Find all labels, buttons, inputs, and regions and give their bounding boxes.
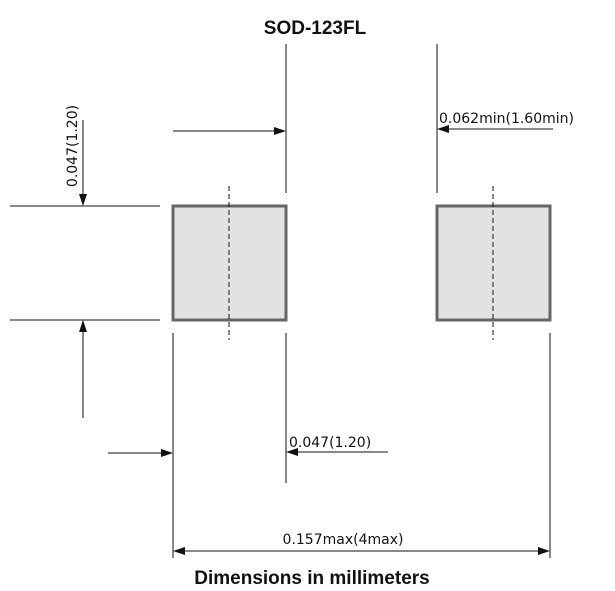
overall-length-right-arrowhead (538, 547, 550, 555)
pad-height-dimension: 0.047(1.20) (65, 105, 87, 418)
pad-width-dimension: 0.047(1.20) (108, 435, 388, 457)
pad-gap-right-arrowhead (437, 125, 449, 133)
pad-gap-dimension: 0.062min(1.60min) (173, 111, 574, 135)
pad-width-left-arrowhead (161, 449, 173, 457)
overall-length-dimension: 0.157max(4max) (173, 532, 550, 555)
overall-length-label: 0.157max(4max) (283, 532, 404, 548)
overall-length-left-arrowhead (173, 547, 185, 555)
pad-gap-left-arrowhead (274, 127, 286, 135)
pad-height-lower-arrowhead (79, 320, 87, 332)
pad-gap-label: 0.062min(1.60min) (439, 111, 574, 127)
pad-height-label: 0.047(1.20) (65, 105, 81, 187)
units-caption: Dimensions in millimeters (194, 568, 429, 589)
pad-width-label: 0.047(1.20) (289, 435, 371, 451)
diagram-title: SOD-123FL (264, 18, 367, 39)
pad-height-upper-arrowhead (79, 194, 87, 206)
pad-width-right-arrowhead (286, 448, 298, 456)
